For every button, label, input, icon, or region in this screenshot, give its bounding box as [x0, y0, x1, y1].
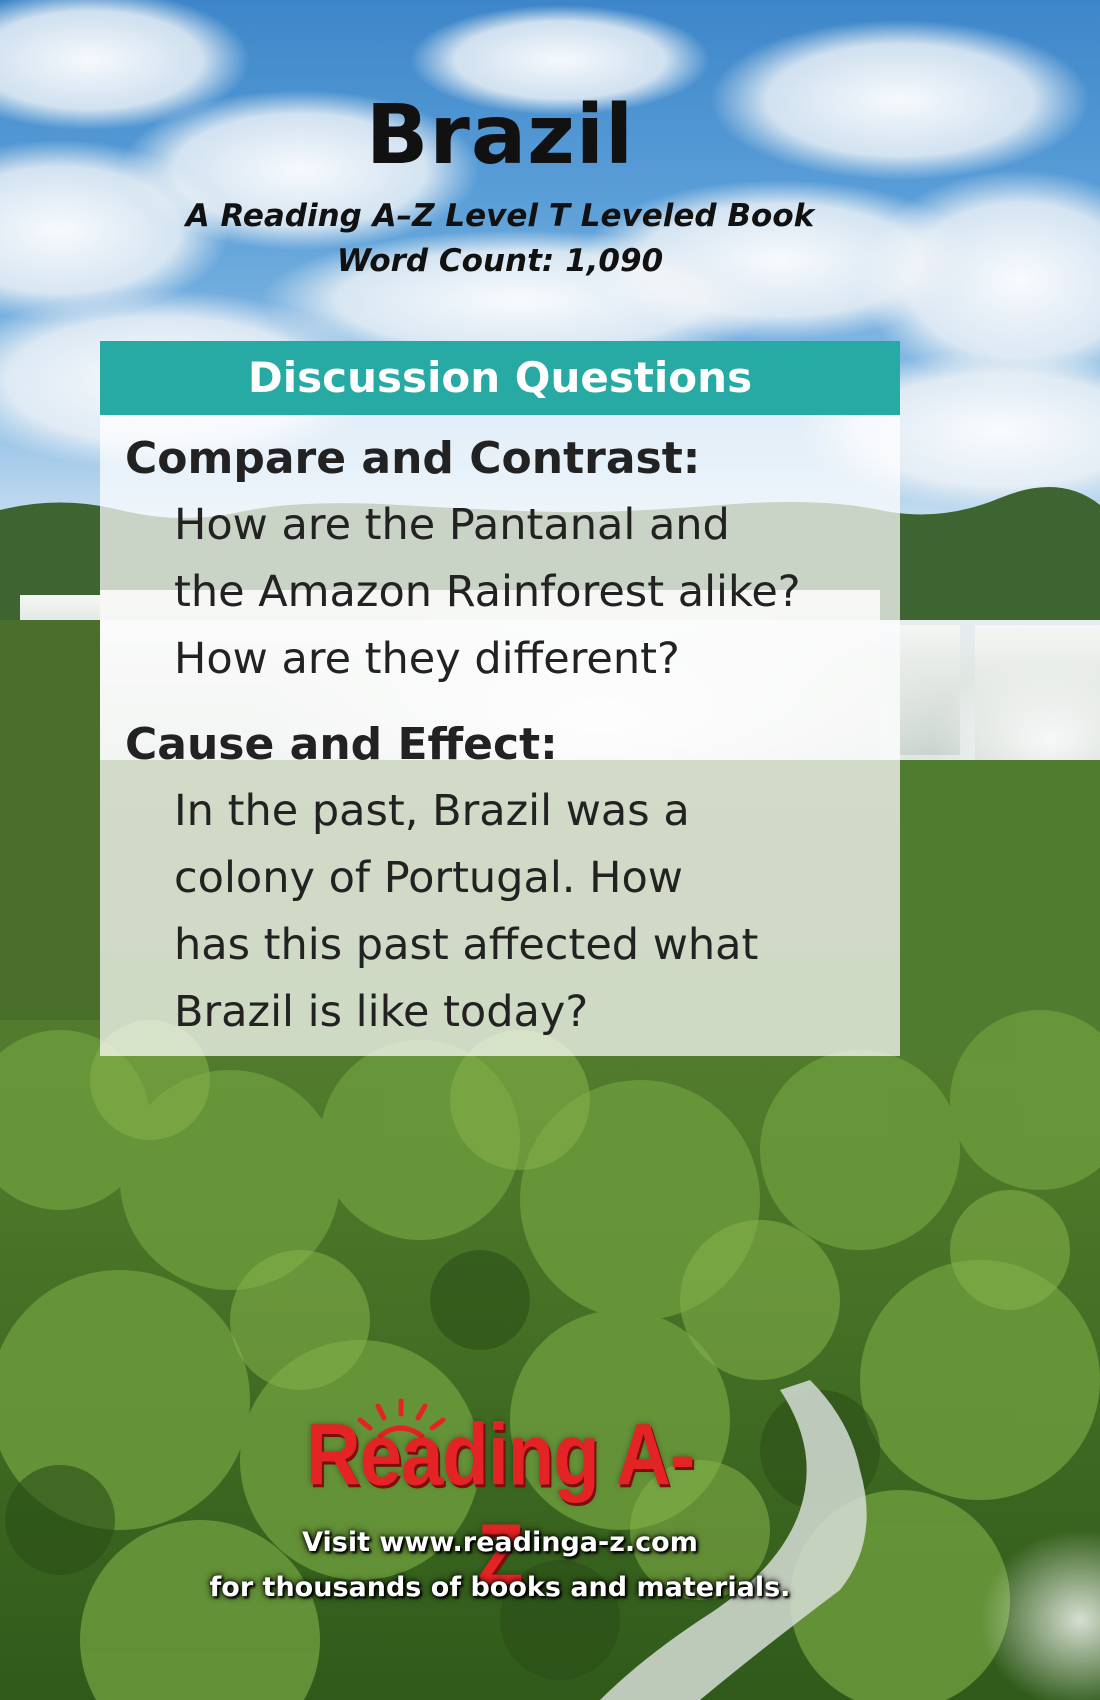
materials-line: for thousands of books and materials.: [209, 1572, 791, 1603]
sun-rays-icon: [357, 1398, 446, 1438]
question-heading-compare: Compare and Contrast:: [125, 433, 701, 484]
question-line: In the past, Brazil was a: [174, 786, 690, 836]
question-line: How are the Pantanal and: [174, 500, 730, 550]
book-title: Brazil: [365, 88, 635, 183]
logo-wordmark: Reading A-Z: [305, 1406, 695, 1604]
website-line[interactable]: Visit www.readinga-z.com: [302, 1527, 698, 1558]
question-line: the Amazon Rainforest alike?: [174, 567, 801, 617]
discussion-panel: Discussion Questions Compare and Contras…: [100, 341, 900, 1056]
question-heading-cause: Cause and Effect:: [125, 719, 558, 770]
question-line: Brazil is like today?: [174, 987, 589, 1037]
question-line: How are they different?: [174, 634, 680, 684]
stream: [600, 1380, 867, 1700]
discussion-header: Discussion Questions: [100, 341, 900, 415]
book-level: A Reading A–Z Level T Leveled Book: [185, 198, 815, 234]
question-line: has this past affected what: [174, 920, 759, 970]
word-count: Word Count: 1,090: [336, 243, 664, 279]
reading-az-logo[interactable]: Reading A-Z: [300, 1398, 700, 1604]
question-line: colony of Portugal. How: [174, 853, 683, 903]
